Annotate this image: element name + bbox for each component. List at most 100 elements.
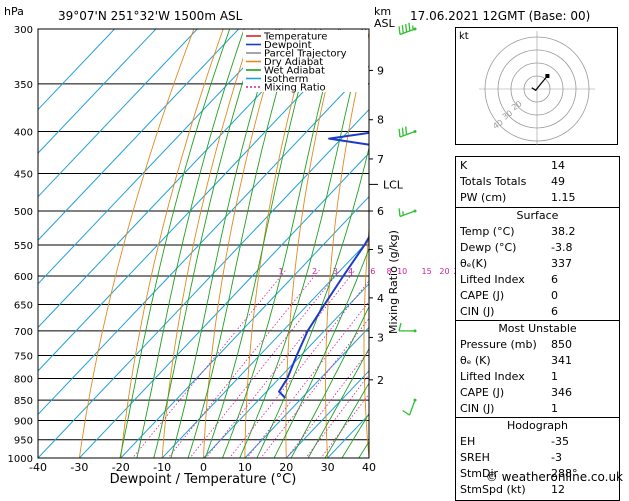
index-value: 341 xyxy=(551,353,615,369)
index-row: Temp (°C)38.2 xyxy=(456,224,619,240)
x-tick-label: 30 xyxy=(321,461,335,474)
pressure-tick-label: 400 xyxy=(14,128,33,139)
index-row: Pressure (mb)850 xyxy=(456,337,619,353)
index-key: θₑ (K) xyxy=(460,353,551,369)
index-row: θₑ (K)341 xyxy=(456,353,619,369)
index-key: Pressure (mb) xyxy=(460,337,551,353)
index-row: CAPE (J)346 xyxy=(456,385,619,401)
x-tick-label: 40 xyxy=(362,461,376,474)
pressure-tick-label: 650 xyxy=(14,301,33,312)
pressure-tick-label: 800 xyxy=(14,374,33,385)
pressure-tick-label: 300 xyxy=(14,25,33,36)
series-temperature xyxy=(407,29,455,398)
index-value: 6 xyxy=(551,272,615,288)
pressure-tick-label: 950 xyxy=(14,436,33,447)
x-tick-label: -30 xyxy=(70,461,88,474)
km-tick-label: 2 xyxy=(377,374,384,387)
wet-adiabat xyxy=(116,17,234,476)
index-key: θₑ(K) xyxy=(460,256,551,272)
index-key: CIN (J) xyxy=(460,401,551,417)
wind-barb xyxy=(399,126,416,137)
index-key: Temp (°C) xyxy=(460,224,551,240)
index-value: 346 xyxy=(551,385,615,401)
index-value: 0 xyxy=(551,288,615,304)
index-row: θₑ(K)337 xyxy=(456,256,619,272)
pressure-tick-label: 500 xyxy=(14,207,33,218)
index-value: 850 xyxy=(551,337,615,353)
index-value: -35 xyxy=(551,434,615,450)
index-key: K xyxy=(460,158,551,174)
index-value: 337 xyxy=(551,256,615,272)
dry-adiabat xyxy=(401,17,431,476)
pressure-tick-label: 850 xyxy=(14,396,33,407)
mixing-ratio-label: 1 xyxy=(278,267,283,276)
index-value: 38.2 xyxy=(551,224,615,240)
dry-adiabat xyxy=(437,17,455,476)
series-parcel-trajectory xyxy=(409,29,456,398)
hodograph-frame xyxy=(456,28,618,145)
index-key: CAPE (J) xyxy=(460,385,551,401)
index-value: 14 xyxy=(551,158,615,174)
wind-barb xyxy=(403,399,417,416)
index-row: StmSpd (kt)12 xyxy=(456,482,619,498)
mixing-ratio-label: 6 xyxy=(370,267,375,276)
index-row: Dewp (°C)-3.8 xyxy=(456,240,619,256)
index-row: EH-35 xyxy=(456,434,619,450)
pressure-tick-label: 550 xyxy=(14,241,33,252)
km-tick-label: 7 xyxy=(377,153,384,166)
mixing-ratio-label: 3 xyxy=(333,267,338,276)
pressure-tick-label: 350 xyxy=(14,80,33,91)
x-axis-label: Dewpoint / Temperature (°C) xyxy=(110,472,297,486)
km-tick-label: 4 xyxy=(377,292,384,305)
index-row: CIN (J)6 xyxy=(456,304,619,320)
index-key: StmSpd (kt) xyxy=(460,482,551,498)
pressure-tick-label: 900 xyxy=(14,416,33,427)
legend-label: Mixing Ratio xyxy=(264,83,326,94)
index-value: 6 xyxy=(551,304,615,320)
mixing-ratio-label: 20 xyxy=(439,267,449,276)
index-key: CIN (J) xyxy=(460,304,551,320)
mixing-ratio-label: 4 xyxy=(348,267,353,276)
skewt-chart: 1234681015202530035040045050055060065070… xyxy=(0,0,455,486)
hodograph-table-title: Hodograph xyxy=(456,418,619,434)
index-key: CAPE (J) xyxy=(460,288,551,304)
mixing-ratio-line xyxy=(154,270,319,475)
index-key: Totals Totals xyxy=(460,174,551,190)
index-value: -3 xyxy=(551,450,615,466)
pressure-tick-label: 600 xyxy=(14,272,33,283)
pressure-tick-label: 750 xyxy=(14,351,33,362)
index-key: EH xyxy=(460,434,551,450)
index-key: Lifted Index xyxy=(460,369,551,385)
km-tick-label: 5 xyxy=(377,243,384,256)
credit-text: © weatheronline.co.uk xyxy=(486,470,623,484)
index-key: PW (cm) xyxy=(460,190,551,206)
index-row: SREH-3 xyxy=(456,450,619,466)
mixing-ratio-axis-label: Mixing Ratio (g/kg) xyxy=(387,230,400,334)
mixing-ratio-label: 2 xyxy=(312,267,317,276)
index-value: 1.15 xyxy=(551,190,615,206)
wind-barb xyxy=(399,23,416,35)
isotherm xyxy=(394,17,455,475)
wind-barb xyxy=(399,323,417,333)
km-tick-label: 3 xyxy=(377,331,384,344)
index-row: CAPE (J)0 xyxy=(456,288,619,304)
index-value: 12 xyxy=(551,482,615,498)
index-value: 1 xyxy=(551,369,615,385)
index-value: 1 xyxy=(551,401,615,417)
index-key: Lifted Index xyxy=(460,272,551,288)
dry-adiabat xyxy=(77,17,199,476)
index-row: CIN (J)1 xyxy=(456,401,619,417)
index-key: SREH xyxy=(460,450,551,466)
index-value: 49 xyxy=(551,174,615,190)
index-row: PW (cm)1.15 xyxy=(456,190,619,206)
x-tick-label: -40 xyxy=(29,461,47,474)
